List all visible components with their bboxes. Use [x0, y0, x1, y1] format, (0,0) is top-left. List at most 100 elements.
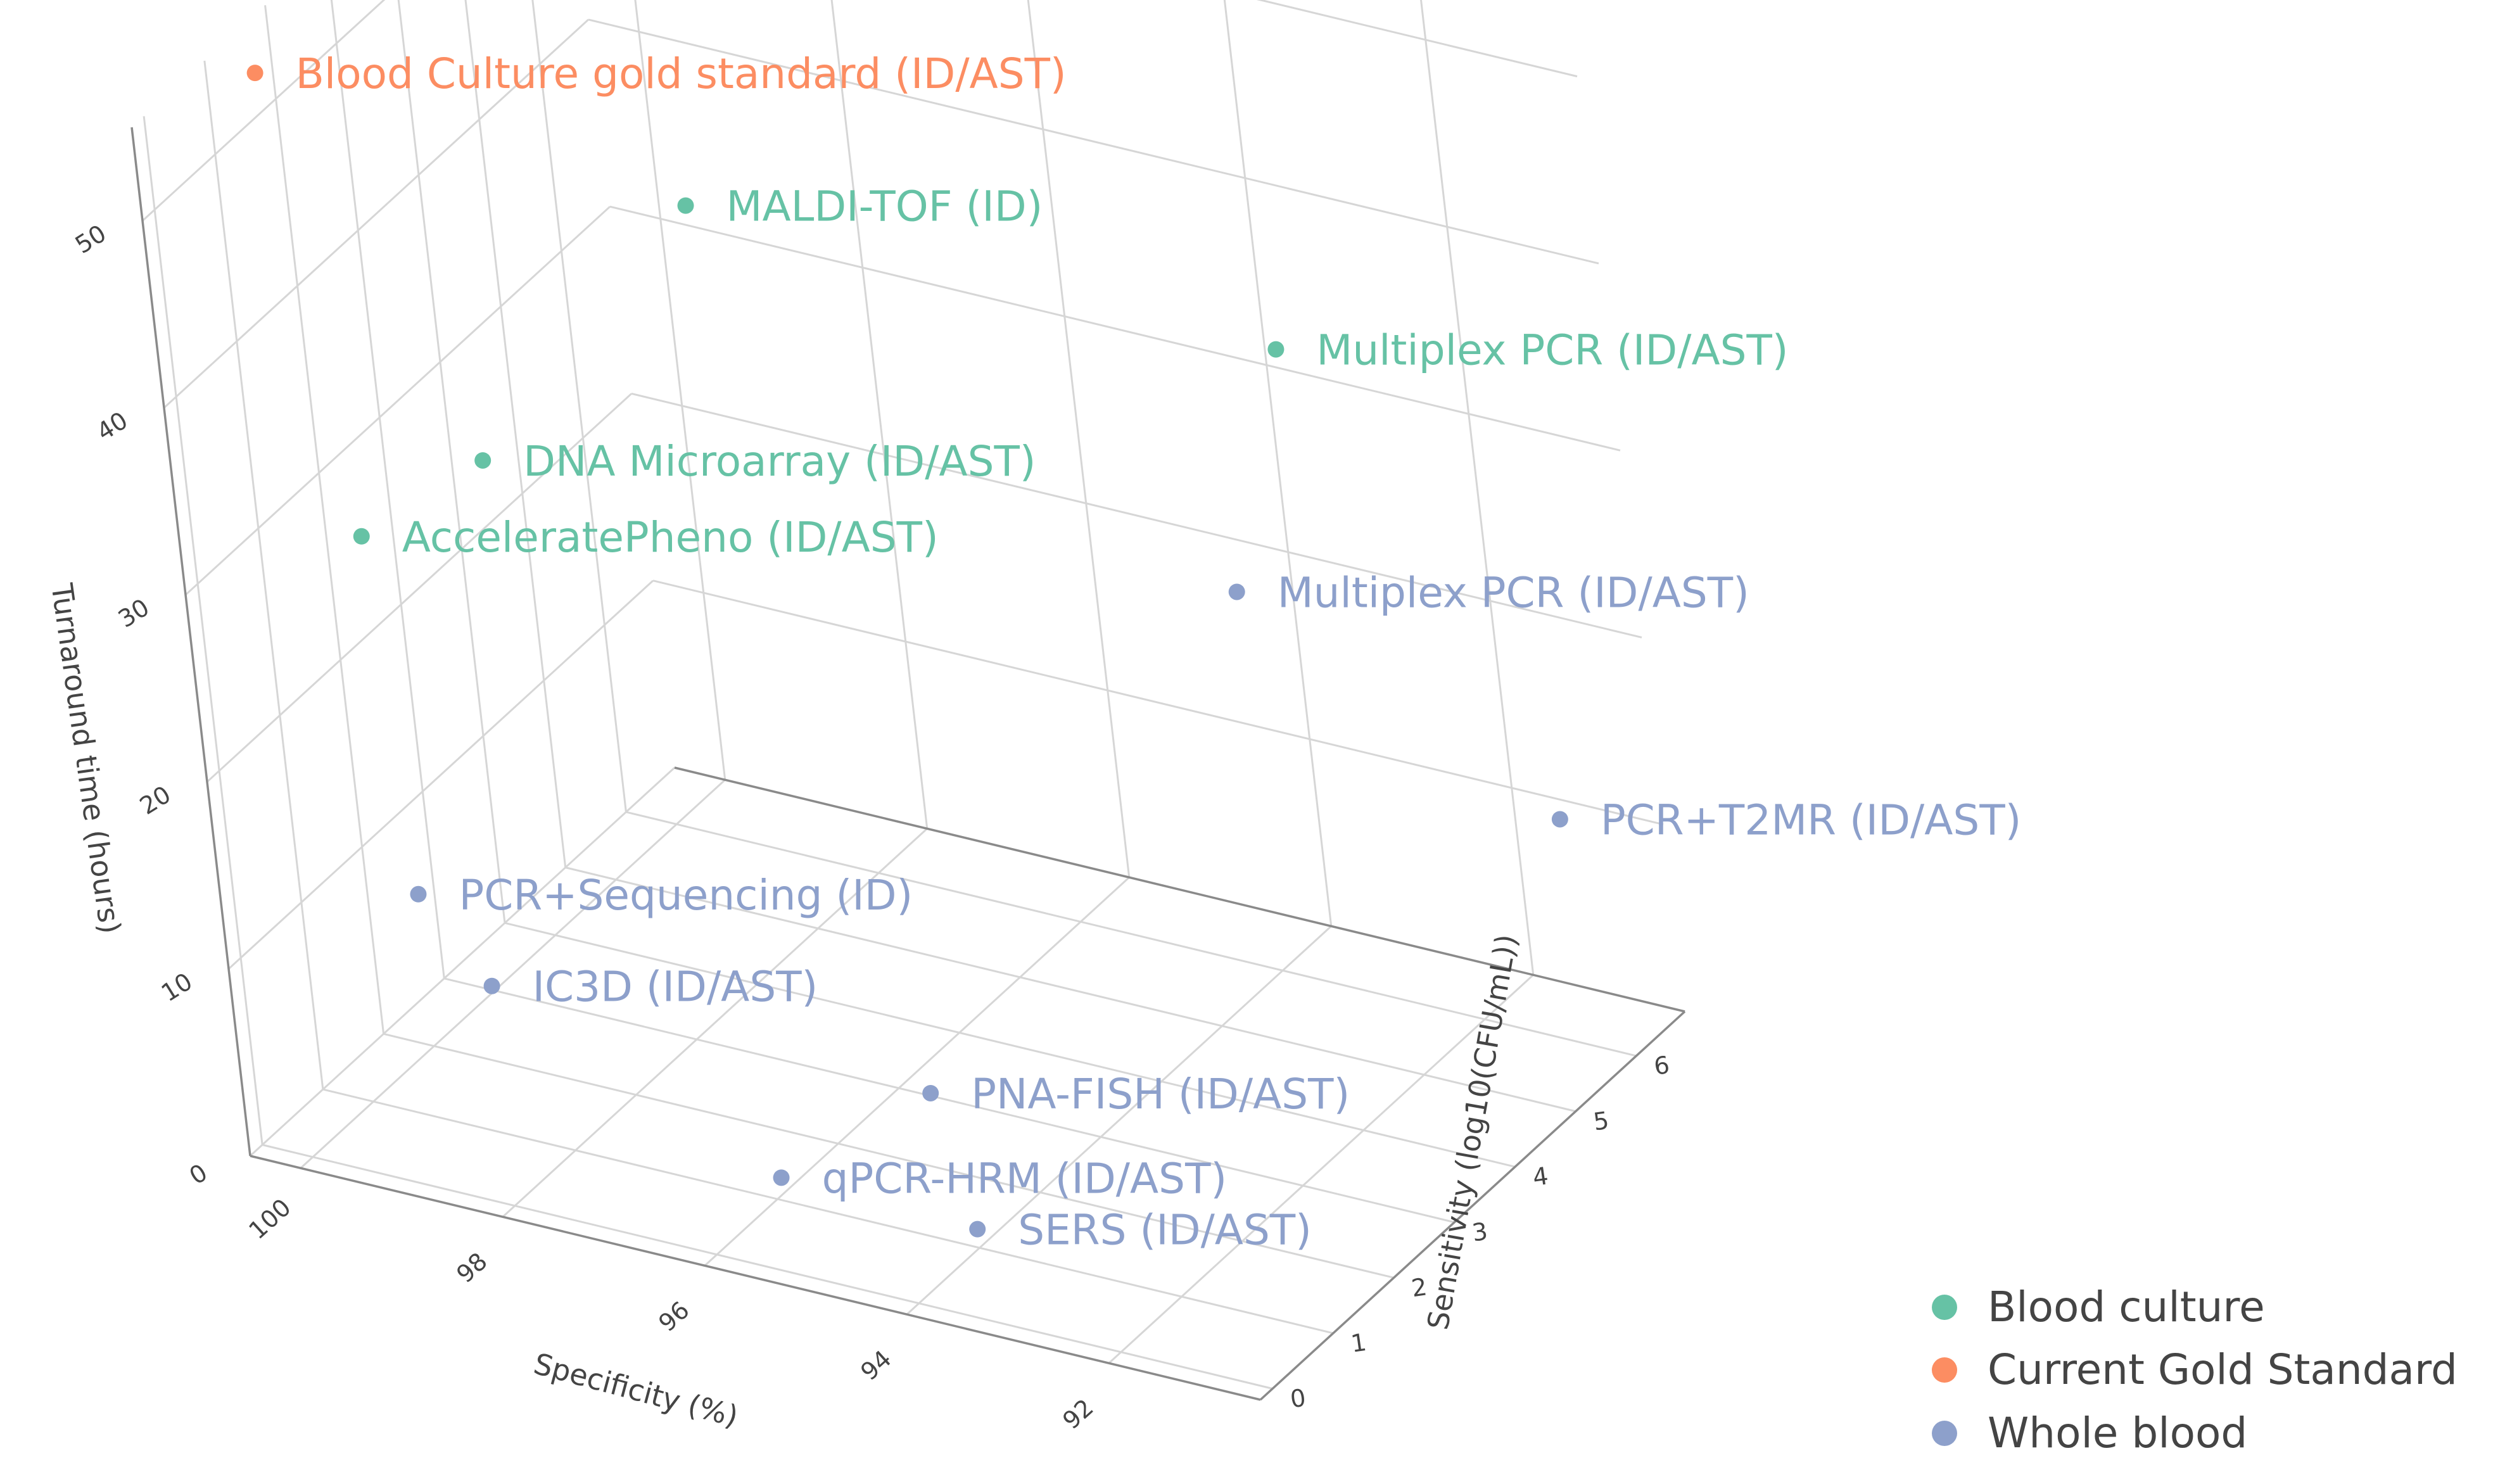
legend-marker-current-gold-standard — [1932, 1357, 1957, 1383]
legend-item-current-gold-standard[interactable]: Current Gold Standard — [1932, 1345, 2458, 1394]
data-point-label: SERS (ID/AST) — [1018, 1206, 1312, 1255]
data-point-marker — [677, 197, 694, 214]
y-axis-back-line — [674, 766, 1685, 1013]
grid-line-x-back — [1223, 0, 1333, 927]
data-point-label: Multiplex PCR (ID/AST) — [1278, 568, 1749, 617]
legend-marker-blood-culture — [1932, 1295, 1957, 1320]
data-point[interactable]: PNA-FISH (ID/AST) — [922, 1070, 1350, 1119]
x-tick-label: 98 — [451, 1247, 492, 1288]
data-point[interactable]: DNA Microarray (ID/AST) — [474, 437, 1036, 486]
grid-line-x-back — [634, 0, 726, 780]
x-tick-label: 96 — [653, 1296, 694, 1337]
x-tick-label: 100 — [243, 1193, 296, 1245]
grid-line-z-side — [206, 393, 633, 783]
data-point[interactable]: PCR+T2MR (ID/AST) — [1551, 796, 2022, 844]
grid-line-z-back — [1256, 0, 1578, 78]
data-point-marker — [1228, 583, 1245, 600]
data-point-marker — [773, 1169, 790, 1186]
data-point-marker — [1267, 341, 1285, 358]
grid-line-y-side — [397, 0, 506, 923]
data-point-marker — [483, 977, 500, 994]
grid-line-z-side — [141, 0, 386, 222]
grid-line-z-side — [227, 580, 654, 970]
data-point-marker — [353, 528, 370, 545]
grid-line-y-side — [264, 5, 385, 1034]
data-point-marker — [246, 65, 263, 82]
data-point-marker — [410, 885, 427, 903]
grid-line-z-back — [588, 18, 1599, 265]
x-tick-label: 94 — [855, 1345, 896, 1386]
grid-line-y-floor — [626, 811, 1637, 1057]
z-tick-label: 10 — [156, 967, 197, 1007]
z-tick-label: 50 — [70, 219, 111, 259]
data-point-marker — [922, 1084, 939, 1101]
grid-line-y-side — [464, 0, 567, 868]
y-axis-line — [1259, 1010, 1686, 1401]
data-point-label: qPCR-HRM (ID/AST) — [822, 1154, 1227, 1203]
grid-line-y-side — [143, 116, 263, 1145]
grid-line-y-floor — [504, 922, 1516, 1168]
data-point-label: Blood Culture gold standard (ID/AST) — [296, 49, 1067, 98]
data-point-marker — [474, 452, 492, 469]
legend-label-whole-blood: Whole blood — [1988, 1409, 2247, 1457]
y-tick-label: 0 — [1288, 1383, 1307, 1413]
legend-label-blood-culture: Blood culture — [1988, 1283, 2265, 1331]
data-point-label: AcceleratePheno (ID/AST) — [402, 513, 939, 562]
data-point[interactable]: SERS (ID/AST) — [969, 1206, 1312, 1255]
grid-line-y-floor — [443, 977, 1455, 1224]
grid-line-x-floor — [906, 925, 1332, 1316]
legend-marker-whole-blood — [1932, 1421, 1957, 1446]
data-point-label: Multiplex PCR (ID/AST) — [1316, 326, 1788, 375]
x-axis-title: Specificity (%) — [530, 1347, 742, 1434]
grid-line-z-side — [163, 18, 590, 409]
legend-item-whole-blood[interactable]: Whole blood — [1932, 1409, 2247, 1457]
grid-line-x-floor — [704, 877, 1130, 1267]
data-point-label: DNA Microarray (ID/AST) — [523, 437, 1036, 486]
data-point-label: MALDI-TOF (ID) — [726, 182, 1043, 231]
data-point[interactable]: IC3D (ID/AST) — [483, 963, 818, 1012]
grid-line-x-back — [830, 0, 929, 829]
y-tick-label: 1 — [1349, 1328, 1368, 1358]
grid-line-y-side — [203, 60, 324, 1090]
data-point[interactable]: PCR+Sequencing (ID) — [410, 871, 913, 920]
data-point[interactable]: qPCR-HRM (ID/AST) — [773, 1154, 1227, 1203]
grid-line-x-back — [1419, 0, 1535, 975]
grid-line-y-floor — [262, 1144, 1273, 1390]
points-layer: MALDI-TOF (ID) Multiplex PCR (ID/AST) Acce… — [246, 49, 2022, 1255]
grid-line-y-floor — [322, 1088, 1334, 1335]
y-axis-title: Sensitivity (log10(CFU/mL)) — [1421, 932, 1524, 1332]
y-tick-label: 4 — [1531, 1162, 1550, 1191]
x-tick-label: 92 — [1057, 1393, 1098, 1435]
data-point-label: IC3D (ID/AST) — [533, 963, 818, 1012]
data-point[interactable]: AcceleratePheno (ID/AST) — [353, 513, 939, 562]
grid-line-z-side — [249, 766, 676, 1157]
grid-line-x-back — [1027, 0, 1131, 878]
grid-line-y-floor — [383, 1032, 1394, 1279]
data-point[interactable]: Blood Culture gold standard (ID/AST) — [246, 49, 1067, 98]
data-point-marker — [969, 1221, 986, 1238]
legend: Blood culture Current Gold Standard Whol… — [1932, 1283, 2458, 1457]
data-point-label: PCR+T2MR (ID/AST) — [1601, 796, 2022, 844]
grid-line-y-floor — [565, 866, 1576, 1113]
y-tick-label: 6 — [1652, 1051, 1672, 1081]
grid-line-x-floor — [1108, 974, 1534, 1364]
grid-line-x-floor — [300, 779, 726, 1169]
z-tick-label: 20 — [135, 780, 175, 820]
y-tick-label: 5 — [1592, 1107, 1611, 1136]
z-tick-label: 30 — [113, 593, 154, 633]
axis-layer — [130, 127, 1686, 1401]
legend-item-blood-culture[interactable]: Blood culture — [1932, 1283, 2265, 1331]
grid-line-x-floor — [502, 828, 928, 1218]
x-axis-line — [250, 1155, 1261, 1401]
data-point[interactable]: Multiplex PCR (ID/AST) — [1267, 326, 1789, 375]
grid-line-y-side — [531, 0, 627, 813]
grid-line-y-side — [330, 0, 445, 979]
grid-line-z-side — [184, 206, 611, 596]
data-point[interactable]: MALDI-TOF (ID) — [677, 182, 1043, 231]
data-point[interactable]: Multiplex PCR (ID/AST) — [1228, 568, 1749, 617]
grid-line-z-back — [609, 205, 1621, 452]
data-point-label: PCR+Sequencing (ID) — [459, 871, 913, 920]
grid-line-z-back — [631, 392, 1642, 638]
